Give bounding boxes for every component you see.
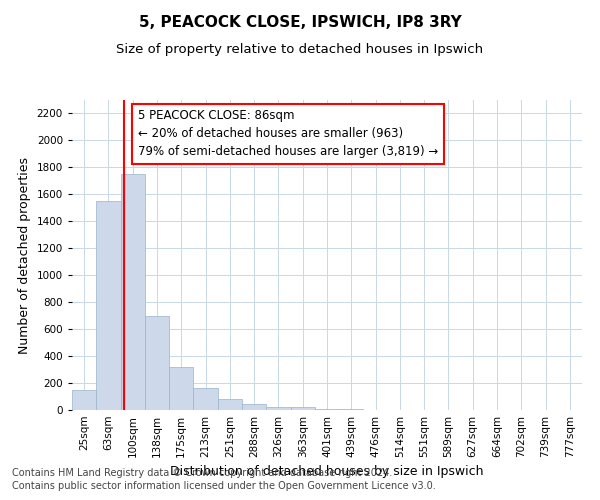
Text: 5, PEACOCK CLOSE, IPSWICH, IP8 3RY: 5, PEACOCK CLOSE, IPSWICH, IP8 3RY <box>139 15 461 30</box>
Bar <box>193 388 218 410</box>
Bar <box>145 316 169 410</box>
Bar <box>218 399 242 410</box>
Bar <box>72 390 96 410</box>
Bar <box>315 408 339 410</box>
Bar <box>242 404 266 410</box>
X-axis label: Distribution of detached houses by size in Ipswich: Distribution of detached houses by size … <box>170 466 484 478</box>
Bar <box>266 406 290 410</box>
Bar <box>96 201 121 410</box>
Bar <box>290 408 315 410</box>
Text: Contains public sector information licensed under the Open Government Licence v3: Contains public sector information licen… <box>12 481 436 491</box>
Y-axis label: Number of detached properties: Number of detached properties <box>18 156 31 354</box>
Text: Contains HM Land Registry data © Crown copyright and database right 2024.: Contains HM Land Registry data © Crown c… <box>12 468 392 477</box>
Text: Size of property relative to detached houses in Ipswich: Size of property relative to detached ho… <box>116 42 484 56</box>
Bar <box>169 367 193 410</box>
Bar <box>121 174 145 410</box>
Text: 5 PEACOCK CLOSE: 86sqm
← 20% of detached houses are smaller (963)
79% of semi-de: 5 PEACOCK CLOSE: 86sqm ← 20% of detached… <box>137 110 438 158</box>
